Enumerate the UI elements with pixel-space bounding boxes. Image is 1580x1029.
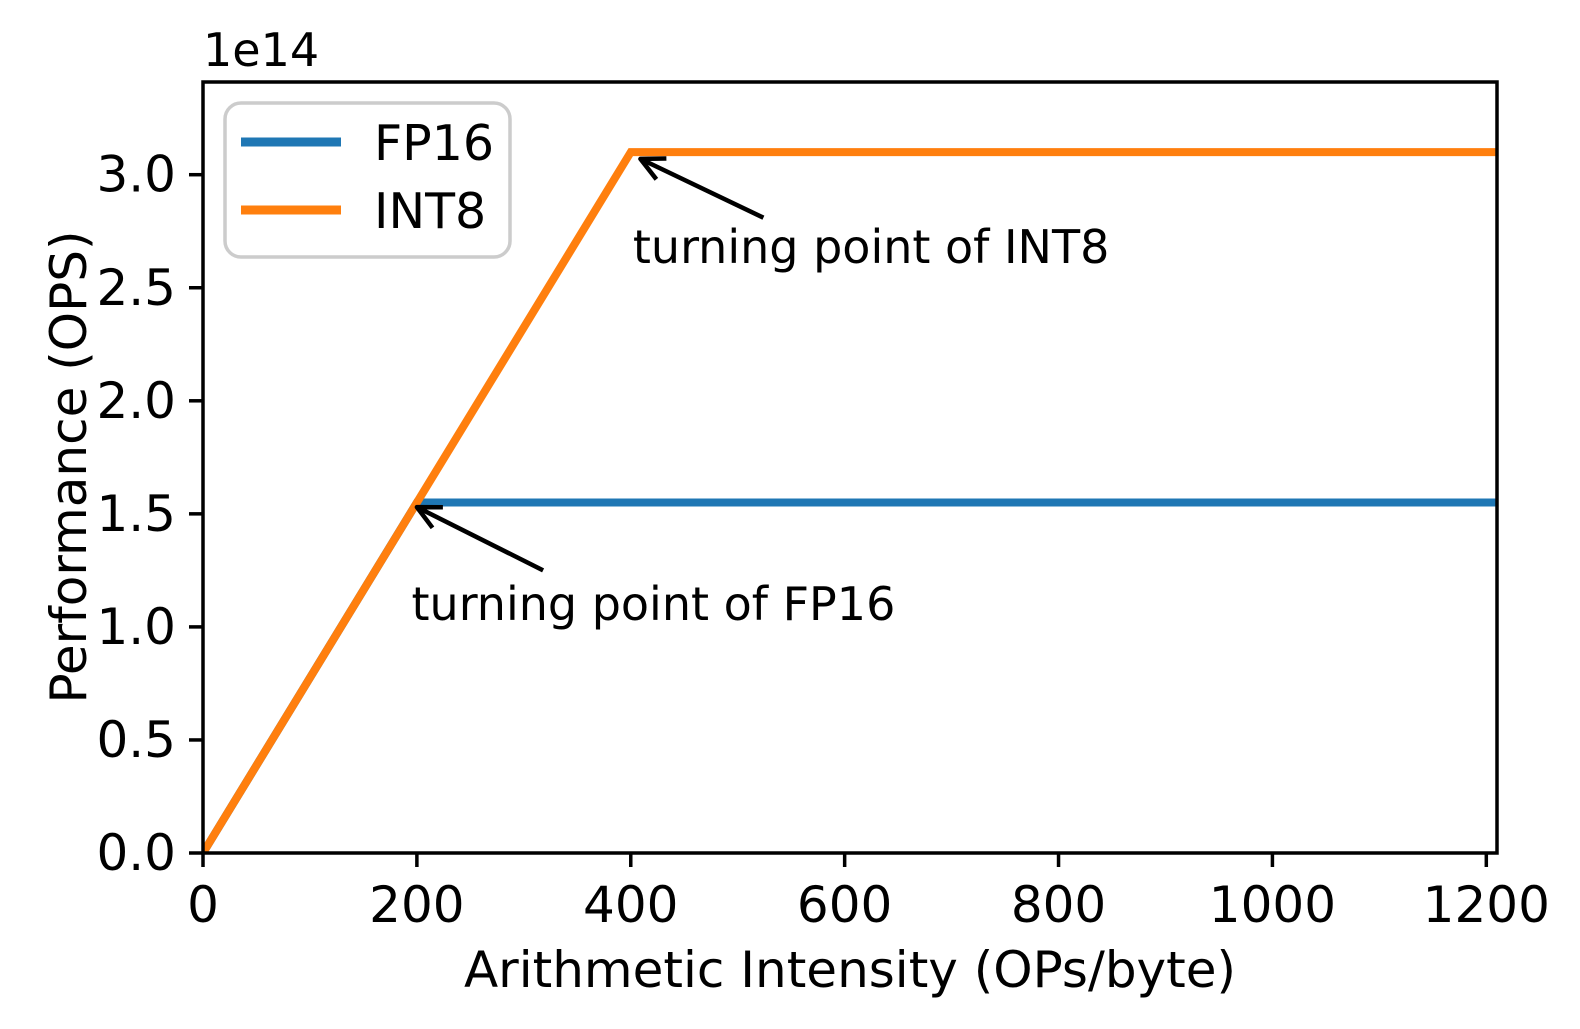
annotation-text-1: turning point of FP16 [412,577,896,631]
y-tick-label: 0.0 [96,824,176,882]
y-tick-label: 2.0 [96,372,176,430]
x-tick-label: 1000 [1209,876,1336,934]
x-tick-label: 200 [369,876,464,934]
annotation-arrowhead [638,156,667,181]
annotation-arrowhead [414,504,443,530]
legend-label-fp16: FP16 [374,115,494,172]
legend: FP16 INT8 [223,101,512,259]
annotation-arrow [639,156,765,220]
annotation-arrow [415,505,545,573]
x-axis-ticks: 0 200 400 600 800 1000 1200 [187,853,1550,934]
y-axis-label: Performance (OPS) [40,231,98,704]
series-line-fp16 [203,498,1497,853]
y-tick-label: 2.5 [96,259,176,317]
y-tick-label: 0.5 [96,711,176,769]
y-axis-ticks: 0.0 0.5 1.0 1.5 2.0 2.5 3.0 [96,146,203,882]
plot-border [201,80,1499,855]
y-axis-offset-label: 1e14 [203,23,319,77]
y-tick-label: 1.5 [96,485,176,543]
annotation-text-0: turning point of INT8 [633,220,1109,274]
x-axis-label: Arithmetic Intensity (OPs/byte) [464,941,1236,999]
annotations [414,156,765,573]
series-line-int8 [203,148,1497,853]
x-tick-label: 0 [187,876,219,934]
legend-label-int8: INT8 [374,183,486,240]
series-lines [203,148,1497,853]
x-tick-label: 800 [1011,876,1106,934]
x-tick-label: 400 [583,876,678,934]
x-tick-label: 1200 [1423,876,1550,934]
x-tick-label: 600 [797,876,892,934]
y-tick-label: 3.0 [96,146,176,204]
y-tick-label: 1.0 [96,598,176,656]
